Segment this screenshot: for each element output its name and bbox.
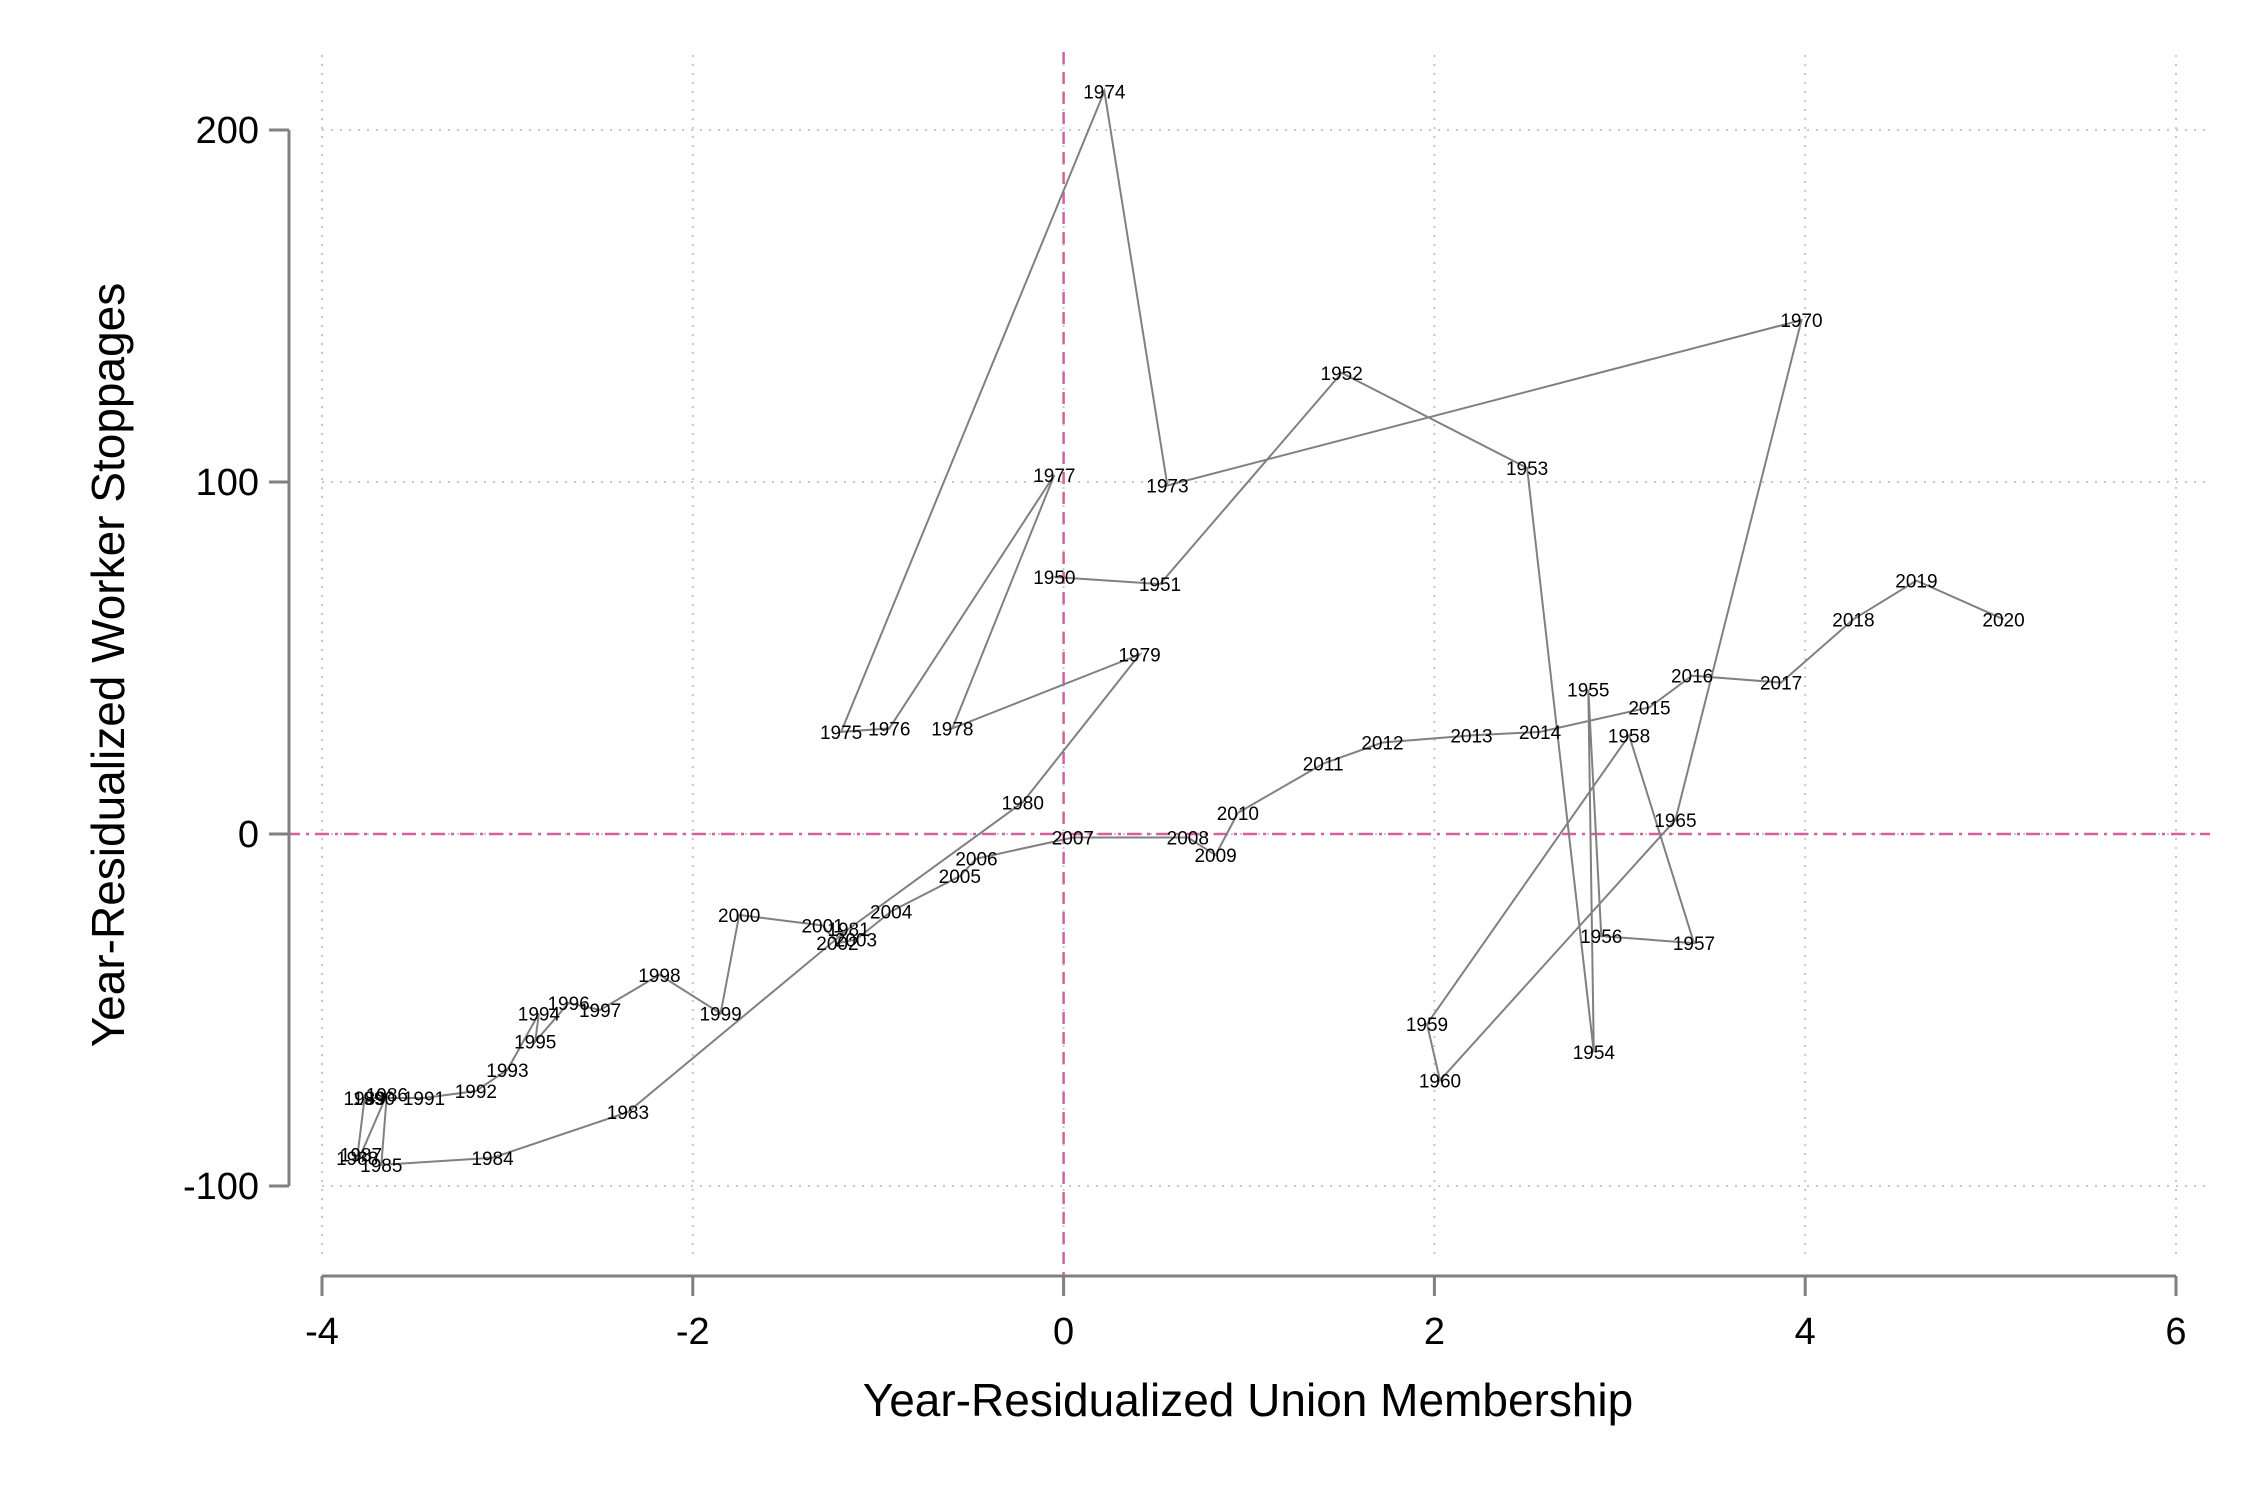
y-axis-title: Year-Residualized Worker Stoppages [82,283,134,1048]
data-series [355,87,2005,1166]
x-tick-label: -2 [676,1311,710,1353]
point-label-1973: 1973 [1146,477,1188,498]
point-label-1995: 1995 [514,1033,556,1054]
point-label-2002: 2002 [816,934,858,955]
axes: -100 0 100 200 -4 -2 0 2 4 6 [183,110,2187,1353]
point-label-1980: 1980 [1002,793,1044,814]
x-tick-label: 2 [1424,1311,1445,1353]
point-label-2000: 2000 [718,906,760,927]
point-label-2005: 2005 [939,867,981,888]
point-label-2001: 2001 [801,917,843,938]
point-label-1960: 1960 [1419,1071,1461,1092]
point-label-2004: 2004 [870,902,913,923]
series-line [355,87,2005,1166]
point-label-1981: 1981 [827,920,869,941]
point-label-1951: 1951 [1139,575,1181,596]
point-label-1989: 1989 [344,1089,386,1110]
point-label-1956: 1956 [1580,927,1622,948]
point-label-1953: 1953 [1506,459,1548,480]
point-label-1984: 1984 [471,1149,514,1170]
y-tick-label: 200 [196,110,259,152]
point-label-1987: 1987 [340,1145,382,1166]
point-label-1990: 1990 [353,1089,395,1110]
y-tick-label: 100 [196,462,259,504]
point-label-1957: 1957 [1673,934,1715,955]
point-label-1975: 1975 [820,723,862,744]
y-tick-label: -100 [183,1166,259,1208]
point-label-2020: 2020 [1982,610,2024,631]
point-label-2014: 2014 [1519,723,1562,744]
point-label-1978: 1978 [931,719,973,740]
point-label-2007: 2007 [1052,829,1094,850]
point-label-2006: 2006 [955,850,997,871]
point-label-1991: 1991 [403,1089,445,1110]
x-tick-label: 4 [1795,1311,1816,1353]
x-tick-label: 6 [2165,1311,2186,1353]
point-label-1999: 1999 [699,1005,741,1026]
y-tick-label: 0 [238,814,259,856]
point-label-1970: 1970 [1780,311,1822,332]
point-label-1952: 1952 [1321,364,1363,385]
point-label-2016: 2016 [1671,667,1713,688]
point-label-1994: 1994 [518,1005,561,1026]
point-label-2011: 2011 [1303,755,1344,776]
point-label-1955: 1955 [1567,681,1609,702]
point-label-1965: 1965 [1654,811,1696,832]
point-label-2012: 2012 [1361,733,1403,754]
point-label-2009: 2009 [1194,846,1236,867]
point-label-1958: 1958 [1608,726,1650,747]
point-label-2003: 2003 [835,931,877,952]
point-label-1988: 1988 [336,1149,378,1170]
point-label-2010: 2010 [1217,804,1259,825]
point-label-1985: 1985 [360,1156,402,1177]
x-axis-title: Year-Residualized Union Membership [863,1374,1633,1426]
point-label-1992: 1992 [455,1082,497,1103]
point-label-1974: 1974 [1083,82,1126,103]
point-label-1979: 1979 [1118,645,1160,666]
point-label-1983: 1983 [607,1103,649,1124]
point-labels: 1950 1951 1952 1953 1954 1955 1956 1957 1958 1959… [336,82,2025,1177]
point-label-1976: 1976 [868,719,910,740]
point-label-1977: 1977 [1033,466,1075,487]
point-label-2017: 2017 [1760,674,1802,695]
point-label-2018: 2018 [1832,610,1874,631]
point-label-2019: 2019 [1895,572,1937,593]
point-label-1954: 1954 [1573,1043,1616,1064]
point-label-2015: 2015 [1628,698,1670,719]
x-tick-label: 0 [1053,1311,1074,1353]
x-tick-label: -4 [305,1311,339,1353]
point-label-1996: 1996 [547,994,589,1015]
reference-lines [286,52,2210,1275]
point-label-2013: 2013 [1450,726,1492,747]
point-label-1986: 1986 [366,1085,408,1106]
point-label-1950: 1950 [1033,568,1075,589]
point-label-1998: 1998 [638,966,680,987]
point-label-2008: 2008 [1167,829,1209,850]
point-label-1959: 1959 [1406,1015,1448,1036]
point-label-1993: 1993 [486,1061,528,1082]
point-label-1997: 1997 [579,1001,621,1022]
